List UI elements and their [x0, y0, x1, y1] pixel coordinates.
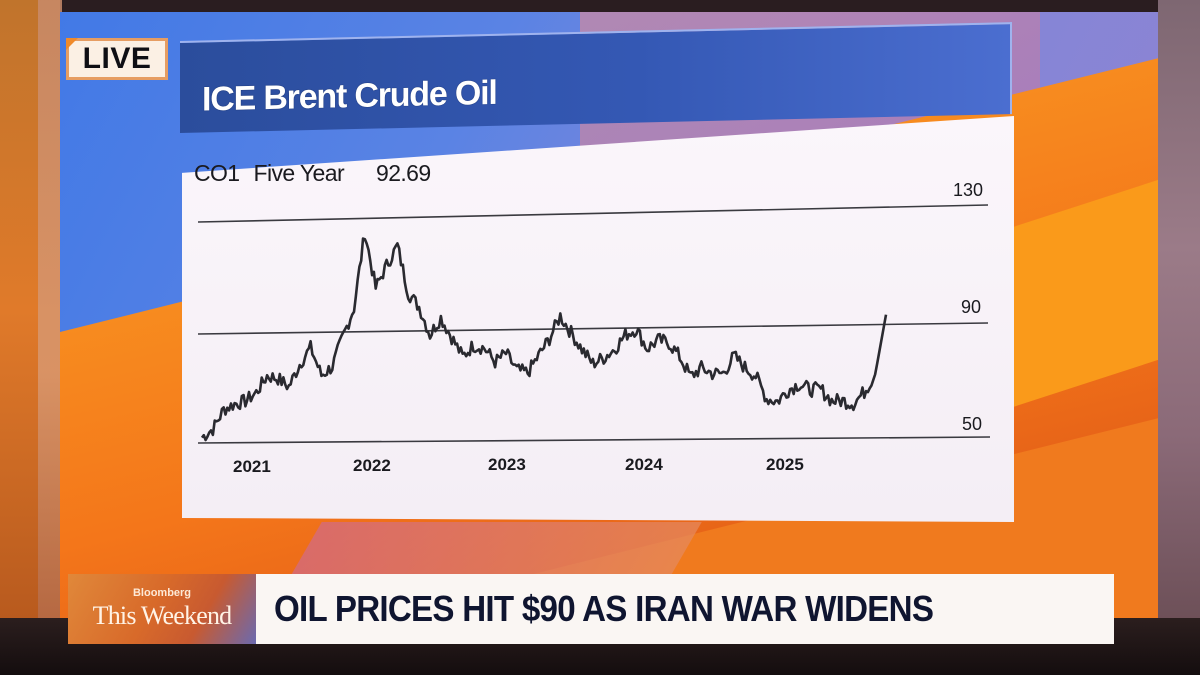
- headline-box: OIL PRICES HIT $90 AS IRAN WAR WIDENS: [256, 574, 1114, 644]
- x-tick-2024: 2024: [625, 455, 663, 474]
- y-tick-90: 90: [961, 297, 982, 317]
- brand-label: Bloomberg: [132, 587, 192, 599]
- x-tick-2023: 2023: [488, 455, 526, 474]
- chart-title: ICE Brent Crude Oil: [202, 73, 497, 119]
- y-tick-130: 130: [953, 180, 984, 200]
- x-tick-2025: 2025: [766, 455, 804, 474]
- studio-left-wall-edge: [38, 0, 62, 620]
- lower-third: Bloomberg This Weekend OIL PRICES HIT $9…: [68, 574, 1114, 644]
- period-label: Five Year: [253, 160, 345, 186]
- ticker-label: CO1: [194, 160, 240, 186]
- chart-title-bar: ICE Brent Crude Oil: [180, 22, 1012, 133]
- live-label: LIVE: [82, 42, 152, 75]
- show-badge: Bloomberg This Weekend: [68, 574, 256, 644]
- show-name: This Weekend: [92, 601, 233, 630]
- studio-right-wall: [1158, 0, 1200, 620]
- y-tick-50: 50: [962, 414, 983, 434]
- x-tick-2021: 2021: [233, 457, 271, 476]
- live-badge: LIVE: [66, 38, 168, 80]
- last-value: 92.69: [376, 160, 431, 186]
- chart-subtitle: CO1 Five Year 92.69: [194, 160, 431, 187]
- x-tick-2022: 2022: [353, 456, 391, 475]
- headline-text: OIL PRICES HIT $90 AS IRAN WAR WIDENS: [274, 588, 934, 629]
